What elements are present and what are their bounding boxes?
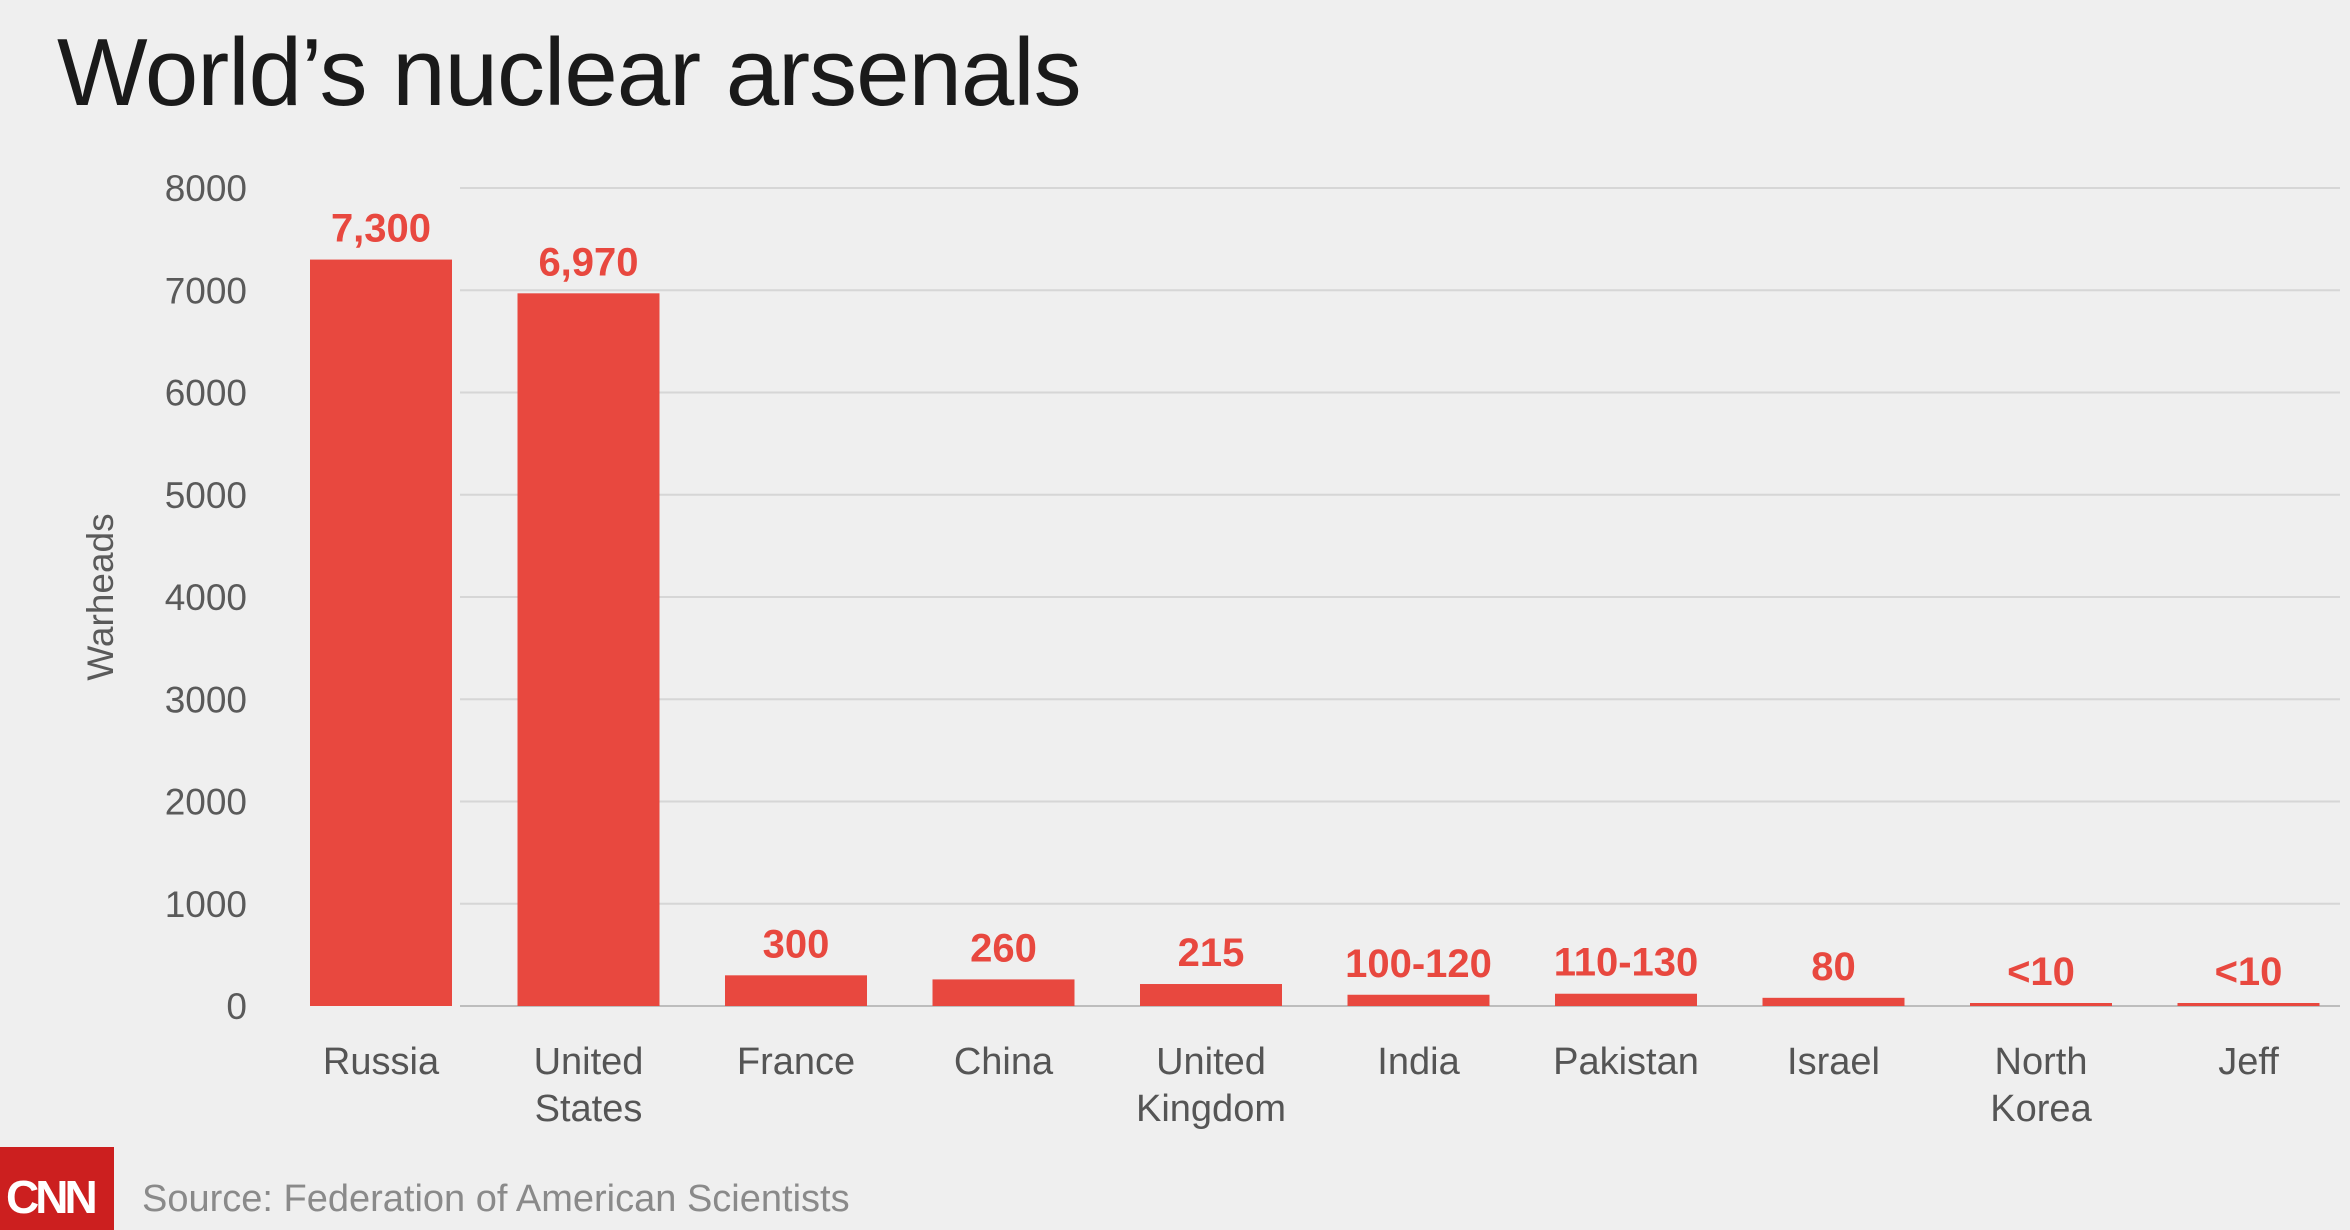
x-tick-label: Israel [1787, 1041, 1880, 1083]
y-axis-ticks: 0 1000 2000 3000 4000 5000 6000 7000 8000 [165, 168, 247, 1027]
x-axis-ticks: Russia United States France China United Kingd… [323, 1041, 2279, 1130]
grid-lines [460, 187, 2340, 1007]
cnn-logo-mark: CNN [6, 1171, 99, 1223]
bar [1762, 997, 1905, 1006]
y-tick-label: 1000 [165, 884, 247, 925]
bar [1347, 994, 1490, 1006]
bar [1970, 1003, 2112, 1006]
bar [932, 979, 1075, 1006]
x-tick-label: United Kingdom [1136, 1041, 1286, 1130]
bar [517, 293, 660, 1006]
x-tick-label: China [954, 1041, 1054, 1083]
data-label: 7,300 [331, 207, 431, 251]
x-tick-label: United States [534, 1041, 644, 1130]
y-tick-label: 7000 [165, 270, 247, 311]
y-tick-label: 2000 [165, 782, 247, 823]
data-label: 215 [1178, 931, 1245, 975]
data-label: <10 [2007, 950, 2075, 994]
x-tick-label: North Korea [1990, 1041, 2092, 1130]
data-label: 110-130 [1554, 941, 1699, 985]
data-label: 80 [1811, 945, 1856, 989]
cnn-logo-text: CNN [6, 1171, 95, 1223]
cnn-logo: CNN [0, 1147, 114, 1230]
x-tick-label: Russia [323, 1041, 440, 1083]
data-labels: 7,300 6,970 300 260 215 100-120 110-130 80 <10 <1… [331, 207, 2282, 994]
data-label: 260 [970, 926, 1037, 970]
x-tick-label: France [737, 1041, 855, 1083]
data-label: 100-120 [1345, 942, 1492, 986]
y-tick-label: 5000 [165, 475, 247, 516]
source-note: Source: Federation of American Scientist… [142, 1178, 850, 1220]
chart-title: World’s nuclear arsenals [57, 19, 1082, 126]
y-tick-label: 6000 [165, 373, 247, 414]
y-tick-label: 4000 [165, 577, 247, 618]
y-tick-label: 3000 [165, 679, 247, 720]
bar [2177, 1003, 2320, 1006]
y-axis-label: Warheads [80, 513, 121, 680]
x-tick-label: India [1377, 1041, 1460, 1083]
x-tick-label: Jeff [2218, 1041, 2279, 1083]
data-label: <10 [2215, 950, 2283, 994]
data-label: 6,970 [538, 240, 638, 284]
bar [310, 259, 452, 1006]
y-tick-label: 8000 [165, 168, 247, 209]
x-tick-label: Pakistan [1553, 1041, 1699, 1083]
bar [1555, 993, 1697, 1006]
bar [1140, 984, 1282, 1006]
bar-chart: 0 1000 2000 3000 4000 5000 6000 7000 8000 Warhea… [80, 168, 2340, 1130]
bars [310, 259, 2320, 1006]
y-tick-label: 0 [226, 986, 247, 1027]
bar [725, 975, 867, 1006]
data-label: 300 [763, 922, 830, 966]
